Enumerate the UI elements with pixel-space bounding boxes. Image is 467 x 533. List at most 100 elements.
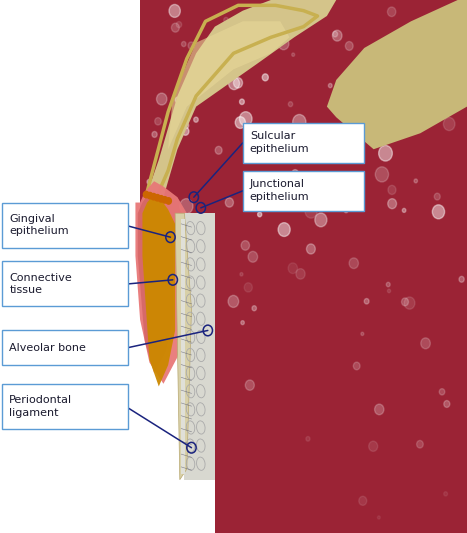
Circle shape	[224, 18, 228, 22]
Circle shape	[402, 298, 409, 306]
Circle shape	[325, 150, 334, 160]
Circle shape	[384, 127, 397, 141]
Circle shape	[315, 213, 327, 227]
FancyBboxPatch shape	[2, 330, 128, 365]
Polygon shape	[138, 192, 173, 373]
Circle shape	[215, 147, 222, 154]
Polygon shape	[184, 213, 215, 480]
Circle shape	[386, 282, 390, 287]
Circle shape	[424, 25, 432, 35]
FancyBboxPatch shape	[2, 261, 128, 306]
Circle shape	[225, 198, 234, 207]
Circle shape	[444, 400, 450, 407]
Circle shape	[350, 134, 362, 148]
Circle shape	[377, 516, 380, 519]
Circle shape	[228, 295, 239, 308]
Circle shape	[432, 205, 445, 219]
Polygon shape	[181, 219, 185, 474]
Polygon shape	[327, 0, 467, 149]
Polygon shape	[168, 21, 290, 149]
Circle shape	[443, 117, 455, 131]
Circle shape	[241, 240, 249, 250]
Circle shape	[156, 190, 161, 196]
Text: Alveolar bone: Alveolar bone	[9, 343, 86, 353]
Circle shape	[151, 193, 156, 200]
Circle shape	[306, 244, 315, 254]
Circle shape	[229, 77, 240, 90]
Circle shape	[152, 132, 157, 138]
Circle shape	[288, 263, 297, 273]
Circle shape	[450, 44, 461, 57]
Circle shape	[414, 124, 421, 133]
Polygon shape	[135, 181, 187, 384]
Circle shape	[389, 76, 400, 88]
Circle shape	[240, 99, 244, 104]
Circle shape	[178, 112, 189, 125]
Circle shape	[175, 97, 180, 102]
Circle shape	[388, 7, 396, 17]
Circle shape	[379, 146, 392, 161]
Circle shape	[155, 118, 161, 125]
Circle shape	[169, 4, 180, 18]
Circle shape	[306, 437, 310, 441]
Circle shape	[382, 65, 389, 74]
Circle shape	[333, 31, 338, 37]
Circle shape	[147, 180, 151, 184]
Circle shape	[293, 115, 306, 130]
Circle shape	[349, 258, 359, 269]
Circle shape	[278, 223, 290, 237]
Circle shape	[359, 496, 367, 505]
Polygon shape	[142, 195, 175, 386]
Circle shape	[328, 84, 332, 88]
Circle shape	[405, 49, 411, 55]
Circle shape	[342, 102, 351, 113]
Circle shape	[296, 269, 305, 279]
Circle shape	[402, 208, 406, 213]
Circle shape	[278, 38, 289, 50]
Circle shape	[292, 169, 298, 177]
Circle shape	[421, 338, 430, 349]
Circle shape	[248, 252, 258, 262]
Bar	[140, 0, 467, 240]
Circle shape	[414, 179, 417, 183]
Circle shape	[292, 53, 295, 56]
Circle shape	[353, 122, 361, 132]
Circle shape	[405, 46, 413, 54]
Circle shape	[288, 102, 293, 107]
Circle shape	[286, 175, 291, 181]
Circle shape	[417, 440, 423, 448]
Circle shape	[180, 199, 193, 214]
FancyBboxPatch shape	[2, 384, 128, 429]
Polygon shape	[140, 0, 336, 240]
Text: Connective
tissue: Connective tissue	[9, 272, 72, 295]
Circle shape	[388, 66, 396, 75]
Circle shape	[194, 117, 198, 122]
Circle shape	[184, 123, 189, 128]
Circle shape	[283, 144, 290, 151]
Circle shape	[259, 131, 269, 143]
Circle shape	[240, 272, 243, 276]
Circle shape	[375, 167, 389, 182]
Circle shape	[444, 491, 447, 496]
Circle shape	[235, 117, 246, 128]
Circle shape	[147, 208, 157, 220]
Circle shape	[188, 71, 199, 84]
Circle shape	[203, 44, 213, 56]
Circle shape	[180, 228, 183, 232]
Circle shape	[187, 105, 191, 110]
Circle shape	[241, 321, 244, 325]
Circle shape	[305, 204, 317, 218]
FancyBboxPatch shape	[2, 203, 128, 248]
Bar	[0, 0, 140, 533]
Text: Gingival
epithelium: Gingival epithelium	[9, 214, 69, 237]
Circle shape	[242, 13, 248, 20]
FancyBboxPatch shape	[243, 171, 364, 211]
Circle shape	[388, 199, 396, 209]
Circle shape	[245, 380, 255, 390]
Circle shape	[177, 21, 182, 28]
Circle shape	[182, 42, 186, 46]
Circle shape	[386, 79, 393, 87]
Text: Periodontal
ligament: Periodontal ligament	[9, 395, 72, 418]
Text: Sulcular
epithelium: Sulcular epithelium	[250, 131, 310, 154]
Circle shape	[240, 112, 252, 126]
